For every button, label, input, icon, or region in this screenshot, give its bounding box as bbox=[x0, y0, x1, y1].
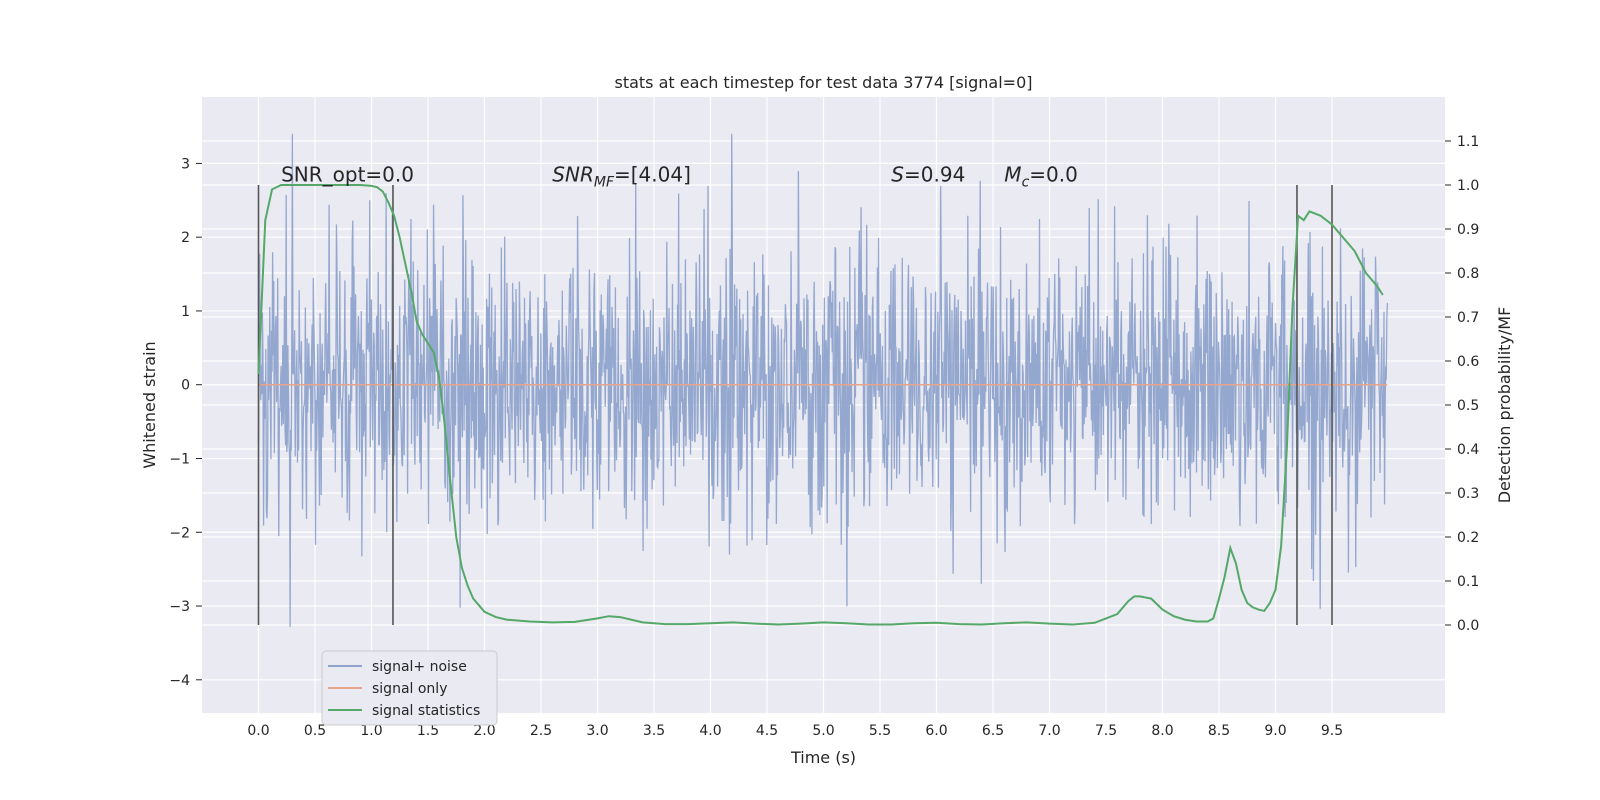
annotation-main: S bbox=[891, 162, 904, 186]
annotation-main: SNR bbox=[552, 162, 594, 186]
x-tick-label: 0.0 bbox=[247, 723, 269, 739]
legend-label: signal statistics bbox=[372, 703, 480, 719]
y-tick-label: 0 bbox=[181, 378, 190, 394]
y2-tick-label: 0.6 bbox=[1457, 354, 1479, 370]
x-tick-label: 6.5 bbox=[982, 723, 1004, 739]
chart-title: stats at each timestep for test data 377… bbox=[614, 73, 1032, 92]
x-tick-label: 7.5 bbox=[1095, 723, 1117, 739]
annotation-sub: c bbox=[1022, 174, 1030, 190]
legend-label: signal only bbox=[372, 681, 447, 697]
annotation-sub: MF bbox=[594, 174, 615, 190]
x-tick-label: 1.5 bbox=[417, 723, 439, 739]
y2-axis-ticks: 1.1 1.0 0.9 0.8 0.7 0.6 0.5 0.4 0.3 0.2 0.1 0.0 bbox=[1445, 134, 1479, 634]
y-tick-label: −4 bbox=[169, 673, 190, 689]
x-tick-label: 2.5 bbox=[530, 723, 552, 739]
x-tick-label: 3.0 bbox=[586, 723, 608, 739]
signal-noise-line bbox=[257, 133, 1389, 627]
y2-tick-label: 0.7 bbox=[1457, 310, 1479, 326]
x-tick-label: 3.5 bbox=[643, 723, 665, 739]
x-tick-label: 0.5 bbox=[304, 723, 326, 739]
y-axis-ticks: 3 2 1 0 −1 −2 −3 −4 bbox=[169, 156, 202, 689]
annotation-text: Mc=0.0 bbox=[1004, 162, 1078, 190]
y2-tick-label: 0.1 bbox=[1457, 574, 1479, 590]
x-tick-label: 6.0 bbox=[925, 723, 947, 739]
annotation-rest: =0.94 bbox=[904, 162, 965, 186]
y2-tick-label: 0.9 bbox=[1457, 222, 1479, 238]
annotation-text: S=0.94 bbox=[891, 162, 965, 186]
x-tick-label: 2.0 bbox=[473, 723, 495, 739]
y2-tick-label: 1.0 bbox=[1457, 178, 1479, 194]
vertical-markers bbox=[257, 185, 1333, 625]
x-tick-label: 5.0 bbox=[812, 723, 834, 739]
signal-statistics-line bbox=[257, 184, 1384, 626]
y2-tick-label: 0.0 bbox=[1457, 618, 1479, 634]
signal-statistics-series bbox=[257, 184, 1384, 626]
y2-tick-label: 0.4 bbox=[1457, 442, 1479, 458]
y-axis-label: Whitened strain bbox=[140, 341, 159, 468]
x-tick-label: 8.5 bbox=[1208, 723, 1230, 739]
x-axis-ticks: 0.0 0.5 1.0 1.5 2.0 2.5 3.0 3.5 4.0 4.5 5.0 5.5 6.0 6… bbox=[247, 723, 1343, 739]
x-axis-label: Time (s) bbox=[790, 748, 856, 767]
y2-tick-label: 0.5 bbox=[1457, 398, 1479, 414]
annotation-text: SNR_opt=0.0 bbox=[281, 162, 414, 186]
annotation-main: M bbox=[1004, 162, 1021, 186]
signal-noise-series bbox=[257, 133, 1389, 627]
x-tick-label: 7.0 bbox=[1038, 723, 1060, 739]
y-tick-label: 2 bbox=[181, 230, 190, 246]
annotation-text: SNRMF=[4.04] bbox=[552, 162, 691, 190]
legend-label: signal+ noise bbox=[372, 659, 467, 675]
x-tick-label: 9.0 bbox=[1264, 723, 1286, 739]
y-tick-label: −1 bbox=[169, 451, 190, 467]
x-tick-label: 9.5 bbox=[1321, 723, 1343, 739]
y-tick-label: 1 bbox=[181, 304, 190, 320]
y2-tick-label: 0.2 bbox=[1457, 530, 1479, 546]
x-tick-label: 1.0 bbox=[360, 723, 382, 739]
annotations: SNR_opt=0.0 SNRMF=[4.04] S=0.94 Mc=0.0 bbox=[281, 162, 1078, 190]
legend-box bbox=[321, 650, 498, 726]
annotation-rest: =0.0 bbox=[1029, 162, 1078, 186]
annotation-rest: =[4.04] bbox=[614, 162, 691, 186]
y2-tick-label: 0.8 bbox=[1457, 266, 1479, 282]
x-tick-label: 4.0 bbox=[699, 723, 721, 739]
y2-tick-label: 1.1 bbox=[1457, 134, 1479, 150]
y2-axis-label: Detection probability/MF bbox=[1495, 307, 1514, 504]
x-tick-label: 5.5 bbox=[869, 723, 891, 739]
y2-tick-label: 0.3 bbox=[1457, 486, 1479, 502]
y-tick-label: −3 bbox=[169, 599, 190, 615]
y-tick-label: −2 bbox=[169, 525, 190, 541]
legend: signal+ noise signal only signal statistic… bbox=[321, 650, 498, 726]
x-tick-label: 4.5 bbox=[756, 723, 778, 739]
x-tick-label: 8.0 bbox=[1151, 723, 1173, 739]
y-tick-label: 3 bbox=[181, 156, 190, 172]
